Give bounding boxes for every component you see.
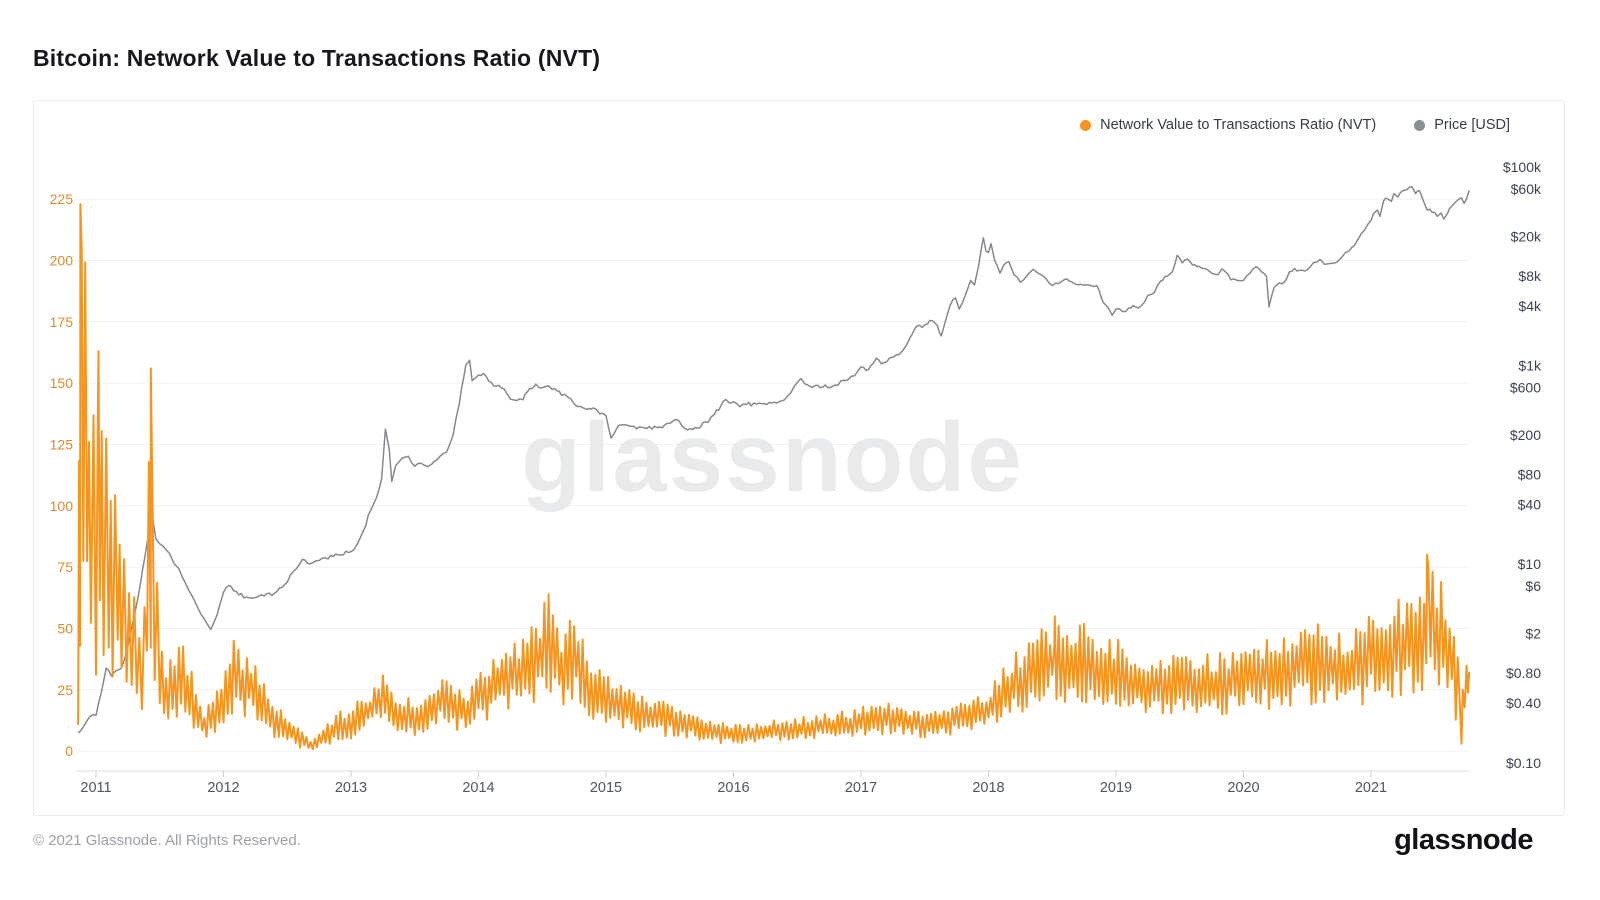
right-axis-price-label: $0.40 [1506, 695, 1541, 711]
x-axis-year-label: 2020 [1227, 780, 1259, 796]
x-axis-year-label: 2014 [462, 780, 494, 796]
x-axis-year-label: 2011 [80, 780, 111, 796]
left-axis-tick-label: 0 [65, 743, 73, 759]
left-axis-tick-label: 175 [50, 314, 74, 330]
x-axis-year-label: 2017 [845, 780, 877, 796]
x-axis-year-label: 2016 [717, 780, 749, 796]
x-axis-year-label: 2012 [207, 780, 239, 796]
right-axis-price-label: $60k [1511, 181, 1542, 197]
right-axis-price-label: $0.80 [1506, 665, 1541, 681]
right-axis-price-label: $20k [1511, 228, 1542, 244]
right-axis-price-label: $0.10 [1506, 755, 1541, 771]
x-axis-year-label: 2013 [335, 780, 367, 796]
right-axis-price-label: $40 [1518, 496, 1542, 512]
right-axis-price-label: $8k [1518, 268, 1542, 284]
watermark: glassnode [521, 402, 1024, 512]
right-axis-price-label: $200 [1510, 427, 1541, 443]
right-axis-price-label: $10 [1518, 556, 1542, 572]
left-axis-tick-label: 25 [57, 682, 73, 698]
chart-legend: Network Value to Transactions Ratio (NVT… [1080, 117, 1510, 133]
right-axis-price-label: $80 [1518, 467, 1542, 483]
nvt-line [77, 203, 1471, 751]
nvt-series-dot-icon [1080, 119, 1092, 131]
x-axis-year-label: 2015 [590, 780, 622, 796]
x-axis-year-label: 2018 [972, 780, 1004, 796]
left-axis-tick-label: 200 [50, 252, 74, 268]
legend-label-price: Price [USD] [1434, 117, 1510, 133]
right-axis-price-label: $1k [1518, 358, 1542, 374]
right-axis-price-label: $6 [1525, 578, 1541, 594]
nvt-price-chart[interactable]: 0 25 50 75 100 125 150 175 200 225 glassnode 2011 20… [34, 101, 1564, 815]
glassnode-logo: glassnode [1394, 824, 1533, 856]
footer-copyright: © 2021 Glassnode. All Rights Reserved. [33, 832, 301, 849]
left-axis-tick-label: 150 [50, 375, 74, 391]
right-axis-price-label: $2 [1525, 626, 1541, 642]
price-series-dot-icon [1414, 119, 1426, 131]
page-title: Bitcoin: Network Value to Transactions R… [33, 45, 601, 72]
legend-item-price[interactable]: Price [USD] [1414, 117, 1510, 133]
x-axis-year-label: 2019 [1100, 780, 1132, 796]
legend-item-nvt[interactable]: Network Value to Transactions Ratio (NVT… [1080, 117, 1376, 133]
left-axis-tick-label: 225 [50, 191, 74, 207]
legend-label-nvt: Network Value to Transactions Ratio (NVT… [1100, 117, 1377, 133]
right-axis-price-label: $600 [1510, 380, 1541, 396]
right-axis-price-label: $4k [1518, 298, 1542, 314]
chart-card: Network Value to Transactions Ratio (NVT… [33, 100, 1565, 816]
x-axis-year-label: 2021 [1355, 780, 1387, 796]
right-axis-price-label: $100k [1503, 159, 1542, 175]
left-axis-tick-label: 50 [57, 620, 73, 636]
left-axis-tick-label: 100 [50, 498, 74, 514]
left-axis-tick-label: 75 [57, 559, 73, 575]
price-line [77, 185, 1470, 734]
left-axis-tick-label: 125 [50, 436, 74, 452]
